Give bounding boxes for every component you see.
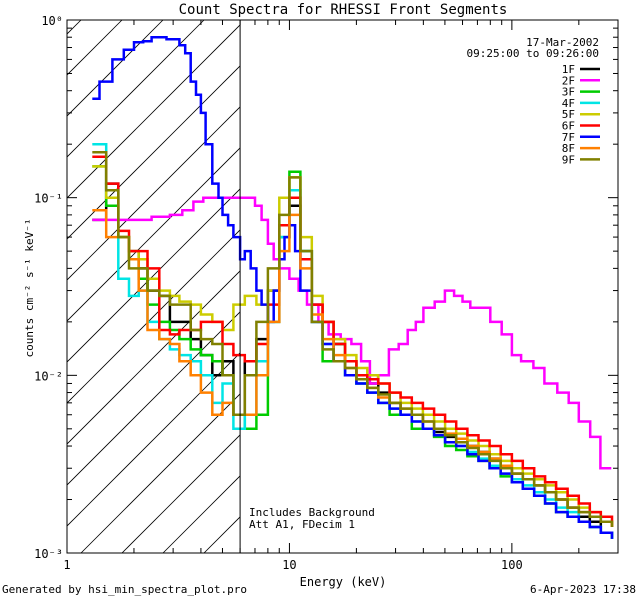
y-tick-label: 10⁻¹: [34, 192, 63, 206]
hatch-line: [67, 20, 205, 158]
legend-label: 4F: [562, 97, 575, 110]
hatch-line: [67, 229, 241, 404]
legend-label: 6F: [562, 120, 575, 133]
hatch-line: [67, 24, 241, 199]
timestamp-label: 6-Apr-2023 17:38: [530, 583, 636, 596]
hatch-line: [80, 393, 241, 553]
plot-frame: [66, 19, 619, 554]
generated-by-label: Generated by hsi_min_spectra_plot.pro: [2, 583, 248, 596]
y-tick-label: 10⁻²: [34, 369, 63, 383]
hatch-line: [67, 20, 123, 76]
series-line-6F: [92, 155, 614, 527]
attenuator-hatch: [67, 20, 640, 553]
legend-label: 7F: [562, 131, 575, 144]
hatch-line: [121, 434, 241, 553]
legend-label: 3F: [562, 86, 575, 99]
series-line-2F: [92, 196, 612, 470]
hatch-line: [67, 20, 82, 35]
hatch-line: [67, 188, 241, 363]
y-axis-label: counts cm⁻² s⁻¹ keV⁻¹: [23, 218, 36, 357]
series-line-5F: [92, 165, 614, 527]
legend-label: 8F: [562, 142, 575, 155]
hatch-line: [245, 20, 640, 553]
series-group: [92, 35, 614, 539]
y-tick-label: 10⁰: [41, 14, 63, 28]
series-line-9F: [92, 151, 614, 527]
date-label: 17-Mar-2002: [526, 36, 599, 49]
hatch-line: [67, 106, 241, 281]
axis-ticks: 1 10 100 10⁰ 10⁻¹ 10⁻² 10⁻³: [34, 14, 619, 572]
hatch-line: [67, 270, 241, 445]
x-tick-label: 100: [501, 558, 523, 572]
x-axis-label: Energy (keV): [300, 575, 387, 589]
hatch-line: [67, 311, 241, 486]
legend-label: 2F: [562, 74, 575, 87]
hatch-line: [67, 147, 241, 322]
legend-label: 5F: [562, 108, 575, 121]
legend-label: 1F: [562, 63, 575, 76]
hatch-line: [67, 20, 164, 117]
x-tick-label: 1: [63, 558, 70, 572]
time-range-label: 09:25:00 to 09:26:00: [467, 47, 599, 60]
background-note: Includes Background: [249, 506, 375, 519]
legend-label: 9F: [562, 153, 575, 166]
x-tick-label: 10: [282, 558, 296, 572]
y-tick-label: 10⁻³: [34, 547, 63, 561]
attenuator-note: Att A1, FDecim 1: [249, 518, 355, 531]
series-line-7F: [92, 35, 614, 539]
hatch-line: [67, 352, 241, 527]
chart-title: Count Spectra for RHESSI Front Segments: [179, 2, 508, 18]
hatch-line: [67, 65, 241, 240]
